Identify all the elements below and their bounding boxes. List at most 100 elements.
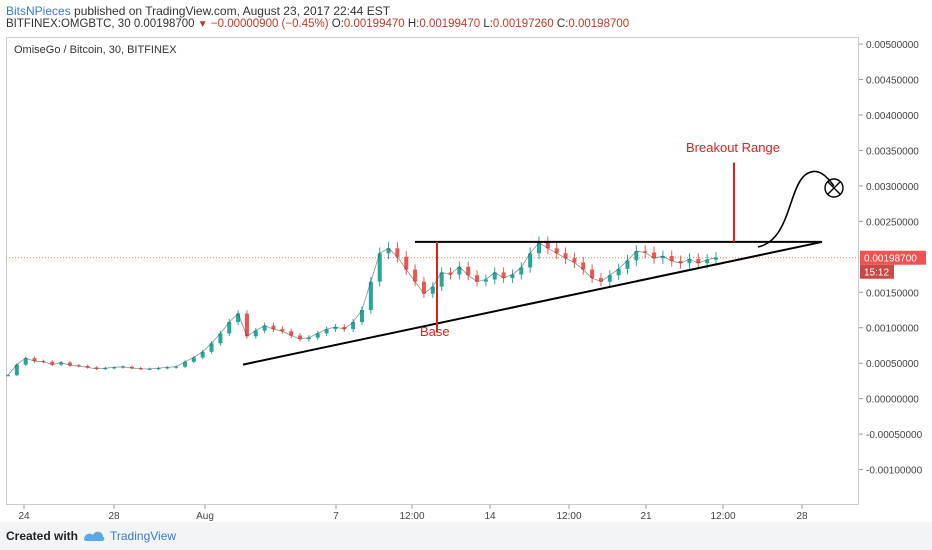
created-with-label: Created with bbox=[6, 529, 79, 543]
tradingview-brand[interactable]: TradingView bbox=[110, 529, 177, 543]
candle-body bbox=[156, 368, 161, 370]
y-tick-label: 0.00500000 bbox=[866, 40, 919, 51]
candle-body bbox=[218, 333, 223, 344]
candle-body bbox=[705, 259, 710, 264]
candle-body bbox=[6, 375, 10, 377]
candle-body bbox=[404, 256, 409, 270]
y-tick-label: 0.00100000 bbox=[866, 324, 919, 335]
x-tick-label: 24 bbox=[18, 511, 30, 522]
y-tick-label: 0.00350000 bbox=[866, 146, 919, 157]
candle-body bbox=[466, 266, 471, 276]
candle-body bbox=[271, 325, 276, 330]
projection-curve bbox=[757, 170, 835, 248]
price-change: −0.00000900 (−0.45%) bbox=[210, 18, 329, 30]
price-line bbox=[7, 242, 717, 376]
candle-body bbox=[59, 362, 64, 365]
publish-info: BitsNPieces published on TradingView.com… bbox=[6, 4, 390, 18]
countdown-label: 15:12 bbox=[864, 268, 889, 279]
candle-body bbox=[333, 327, 338, 330]
candle-body bbox=[395, 248, 400, 257]
y-tick-label: -0.00100000 bbox=[866, 466, 923, 477]
candle-body bbox=[112, 367, 117, 369]
last-price: 0.00198700 bbox=[133, 18, 195, 30]
target-circle-icon bbox=[824, 178, 844, 198]
candle-body bbox=[545, 242, 550, 249]
candle-body bbox=[280, 329, 285, 332]
candle-body bbox=[634, 251, 639, 261]
candle-body bbox=[50, 361, 55, 365]
symbol-label: BITFINEX:OMGBTC, 30 bbox=[6, 18, 131, 30]
candle-body bbox=[360, 310, 364, 323]
candle-body bbox=[687, 258, 692, 264]
candle-body bbox=[209, 343, 214, 352]
candle-body bbox=[607, 275, 612, 282]
candle-body bbox=[315, 333, 320, 338]
y-tick-label: 0.00050000 bbox=[866, 359, 919, 370]
x-tick-label: 7 bbox=[333, 511, 339, 522]
footer: Created with TradingView bbox=[0, 522, 932, 550]
candle-body bbox=[368, 281, 373, 310]
candle-body bbox=[386, 248, 391, 254]
chart-header: BitsNPieces published on TradingView.com… bbox=[0, 0, 932, 34]
x-tick-label: 14 bbox=[484, 511, 496, 522]
candle-body bbox=[501, 272, 506, 279]
candle-body bbox=[200, 351, 205, 358]
candle-body bbox=[421, 281, 426, 294]
candle-body bbox=[598, 278, 603, 282]
candle-body bbox=[244, 313, 249, 337]
tradingview-logo-icon bbox=[84, 531, 105, 541]
x-tick-label: 12:00 bbox=[556, 511, 581, 522]
candle-body bbox=[351, 322, 356, 330]
chart-frame[interactable] bbox=[6, 37, 859, 505]
candle-body bbox=[377, 253, 382, 282]
candle-body bbox=[652, 252, 657, 259]
candle-body bbox=[174, 366, 179, 368]
price-chart[interactable]: OmiseGo / Bitcoin, 30, BITFINEX 0.0050000… bbox=[0, 0, 932, 522]
close-value: 0.00198700 bbox=[568, 18, 630, 30]
candle-body bbox=[669, 256, 674, 262]
candle-body bbox=[121, 366, 126, 368]
y-tick-label: -0.00050000 bbox=[866, 430, 923, 441]
published-text: published on TradingView.com, August 23,… bbox=[74, 4, 391, 18]
low-value: 0.00197260 bbox=[492, 18, 554, 30]
candle-body bbox=[413, 269, 418, 282]
candle-body bbox=[714, 257, 718, 260]
countdown-badge bbox=[860, 264, 894, 279]
candle-body bbox=[590, 269, 595, 279]
candle-body bbox=[439, 272, 444, 287]
x-tick-label: Aug bbox=[196, 511, 214, 522]
candle-body bbox=[475, 275, 480, 282]
x-tick-label: 12:00 bbox=[399, 511, 424, 522]
open-label: O: bbox=[331, 18, 344, 30]
candle-body bbox=[457, 266, 462, 275]
down-arrow-icon: ▼ bbox=[197, 19, 208, 30]
y-tick-label: 0.00400000 bbox=[866, 111, 919, 122]
candle-body bbox=[262, 325, 267, 331]
candle-body bbox=[191, 357, 196, 362]
y-tick-label: 0.00000000 bbox=[866, 395, 919, 406]
candle-body bbox=[253, 330, 258, 337]
candle-body bbox=[14, 364, 19, 376]
high-label: H: bbox=[407, 18, 420, 30]
candle-body bbox=[147, 368, 152, 370]
candle-body bbox=[236, 313, 241, 323]
breakout-label: Breakout Range bbox=[686, 140, 780, 155]
candle-body bbox=[554, 248, 559, 254]
candle-body bbox=[342, 327, 347, 330]
author-link[interactable]: BitsNPieces bbox=[6, 4, 71, 18]
candle-body bbox=[616, 268, 621, 276]
y-tick-label: 0.00450000 bbox=[866, 76, 919, 87]
candle-body bbox=[572, 258, 577, 263]
candle-body bbox=[85, 366, 90, 368]
low-label: L: bbox=[483, 18, 493, 30]
x-tick-label: 12:00 bbox=[710, 511, 735, 522]
candle-body bbox=[696, 258, 701, 264]
x-tick-label: 28 bbox=[796, 511, 808, 522]
current-price-label: 0.00198700 bbox=[864, 254, 917, 265]
current-price-badge bbox=[860, 250, 926, 265]
candle-body bbox=[165, 367, 170, 369]
x-tick-label: 21 bbox=[640, 511, 652, 522]
x-tick-label: 28 bbox=[108, 511, 120, 522]
candle-body bbox=[324, 329, 329, 334]
candle-body bbox=[643, 251, 648, 253]
